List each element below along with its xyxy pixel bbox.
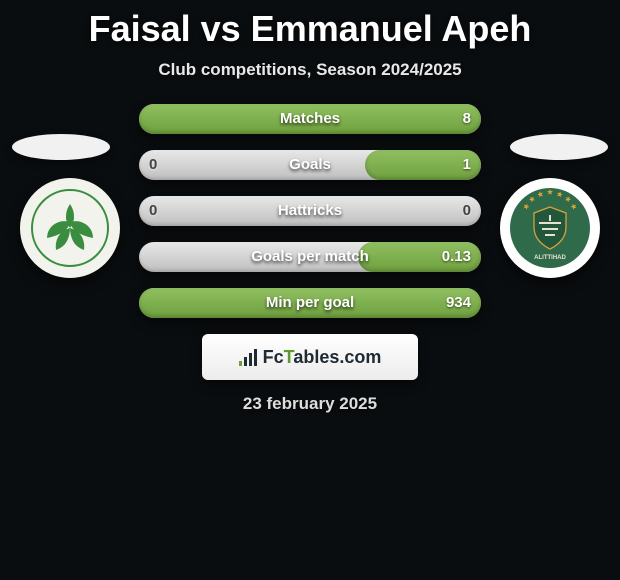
stat-right-value: 0 xyxy=(463,196,471,226)
brand-mid: T xyxy=(284,347,294,367)
player-right-shadow xyxy=(510,134,608,160)
brand-pre: Fc xyxy=(263,347,284,367)
subtitle: Club competitions, Season 2024/2025 xyxy=(0,60,620,80)
stat-right-value: 8 xyxy=(463,104,471,134)
page-title: Faisal vs Emmanuel Apeh xyxy=(0,8,620,50)
stat-label: Hattricks xyxy=(139,196,481,226)
brand-link[interactable]: FcTables.com xyxy=(202,334,418,380)
stat-label: Goals per match xyxy=(139,242,481,272)
alittihad-emblem-icon: ALITTIHAD xyxy=(505,183,595,273)
comparison-card: Faisal vs Emmanuel Apeh Club competition… xyxy=(0,8,620,580)
bars-icon xyxy=(239,348,257,366)
player-left-shadow xyxy=(12,134,110,160)
stat-row-min-per-goal: Min per goal 934 xyxy=(139,288,481,318)
stat-row-goals: 0 Goals 1 xyxy=(139,150,481,180)
stat-label: Min per goal xyxy=(139,288,481,318)
eagle-emblem-icon xyxy=(30,188,110,268)
stat-right-value: 0.13 xyxy=(442,242,471,272)
stat-row-goals-per-match: Goals per match 0.13 xyxy=(139,242,481,272)
club-badge-right: ALITTIHAD xyxy=(500,178,600,278)
stat-row-hattricks: 0 Hattricks 0 xyxy=(139,196,481,226)
club-badge-left xyxy=(20,178,120,278)
stat-row-matches: Matches 8 xyxy=(139,104,481,134)
stat-right-value: 1 xyxy=(463,150,471,180)
brand-text: FcTables.com xyxy=(263,347,382,368)
stat-rows: Matches 8 0 Goals 1 0 Hattricks 0 Goals … xyxy=(139,104,481,318)
stat-label: Matches xyxy=(139,104,481,134)
stat-label: Goals xyxy=(139,150,481,180)
svg-text:ALITTIHAD: ALITTIHAD xyxy=(534,255,566,261)
date-label: 23 february 2025 xyxy=(0,394,620,414)
brand-post: ables.com xyxy=(293,347,381,367)
stat-right-value: 934 xyxy=(446,288,471,318)
